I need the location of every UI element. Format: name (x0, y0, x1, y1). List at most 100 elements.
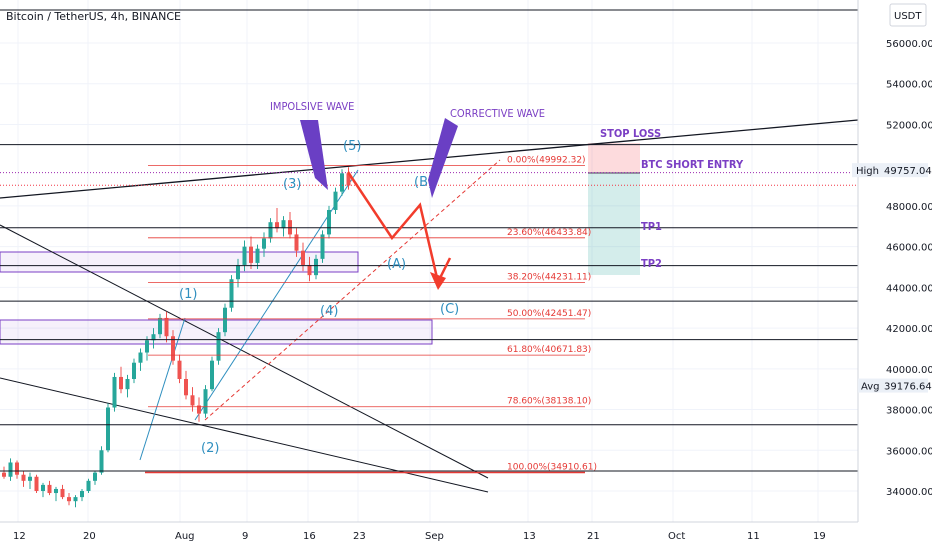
impulsive-wave-label: IMPOLSIVE WAVE (270, 100, 354, 113)
candle-body (281, 220, 286, 229)
candle-body (54, 488, 58, 494)
time-tick-label: 11 (747, 531, 760, 542)
price-axis-bg (858, 0, 932, 550)
chart-title: Bitcoin / TetherUS, 4h, BINANCE (6, 10, 181, 23)
fib-label: 50.00%(42451.47) (507, 309, 591, 319)
stop-loss-label: STOP LOSS (600, 127, 661, 140)
candle-body (346, 173, 351, 186)
candle-body (158, 317, 162, 335)
candle-body (255, 248, 260, 263)
wave-label: (B) (414, 175, 433, 190)
candle-body (112, 376, 117, 408)
descending-trendline-1 (0, 224, 489, 479)
take-profit-zone (588, 173, 640, 275)
tp1-label: TP1 (641, 220, 662, 233)
currency-badge: USDT (894, 11, 922, 22)
time-axis: 12 20 Aug 9 16 23 Sep 13 21 Oct 11 19 (0, 521, 858, 542)
candle-body (151, 334, 156, 341)
fib-label: 23.60%(46433.84) (507, 228, 591, 238)
candle-body (223, 307, 227, 333)
candle-body (262, 238, 266, 249)
impulse-arrow-1 (300, 120, 328, 190)
grid (0, 0, 858, 522)
candle-body (67, 497, 71, 502)
avg-badge (858, 378, 928, 393)
fib-levels: 0.00%(49992.32) 23.60%(46433.84) 38.20%(44… (145, 155, 597, 474)
fib-label: 78.60%(38138.10) (507, 397, 591, 407)
time-tick-label: 21 (587, 531, 600, 542)
price-tick-label: 36000.00 (886, 446, 932, 457)
wave-label: (5) (343, 139, 361, 154)
candle-body (106, 407, 110, 451)
candles (2, 167, 351, 508)
wave-label: (2) (201, 441, 219, 456)
candle-body (99, 450, 104, 473)
time-tick-label: Oct (668, 531, 685, 542)
wave-label: (3) (283, 177, 301, 192)
annotations: (1) (2) (3) (4) (5) (A) (B) (C) IMPOLSIVE WAVE CO… (179, 100, 744, 456)
time-tick-label: Aug (175, 531, 195, 542)
candle-body (125, 379, 130, 390)
time-tick-label: 16 (303, 531, 316, 542)
time-tick-label: 12 (13, 531, 26, 542)
candle-body (132, 362, 136, 379)
candle-body (28, 476, 32, 481)
wave-label: (4) (320, 304, 338, 319)
candle-body (229, 279, 234, 308)
wave-label: (A) (387, 257, 406, 272)
candle-body (307, 264, 312, 276)
time-tick-label: Sep (425, 531, 444, 542)
candle-body (164, 317, 169, 337)
price-tick-label: 44000.00 (886, 283, 932, 294)
time-tick-label: 13 (523, 531, 536, 542)
price-tick-label: 46000.00 (886, 243, 932, 254)
currency-badge-box[interactable] (889, 3, 927, 27)
time-tick-label: 23 (353, 531, 366, 542)
price-tick-label: 42000.00 (886, 324, 932, 335)
fib-label: 100.00%(34910.61) (507, 462, 597, 472)
fib-label: 61.80%(40671.83) (507, 345, 591, 355)
candle-body (15, 462, 19, 475)
candle-body (73, 497, 78, 502)
demand-zone-upper (0, 251, 359, 273)
corrective-wave-label: CORRECTIVE WAVE (450, 107, 545, 120)
high-value: 49757.04 (884, 166, 932, 177)
candle-body (294, 234, 299, 251)
candle-body (216, 332, 221, 361)
wave-line-1 (139, 317, 186, 461)
candle-body (301, 250, 305, 265)
candle-body (340, 173, 344, 192)
time-tick-label: 19 (813, 531, 826, 542)
candle-body (93, 472, 97, 481)
candle-body (333, 191, 338, 210)
price-tick-label: 34000.00 (886, 487, 932, 498)
descending-trendline-2 (0, 377, 489, 493)
candle-body (21, 474, 26, 481)
price-tick-label: 52000.00 (886, 120, 932, 131)
avg-value: 39176.64 (884, 382, 932, 393)
price-tick-label: 38000.00 (886, 406, 932, 417)
projected-path (346, 171, 452, 286)
resistance-trendline (0, 119, 859, 199)
candle-body (327, 209, 331, 235)
candle-body (190, 395, 195, 406)
candle-body (314, 258, 318, 276)
candle-body (171, 336, 175, 361)
candle-body (236, 264, 240, 280)
fib-label: 38.20%(44231.11) (507, 273, 591, 283)
candle-body (2, 472, 6, 477)
candle-body (8, 462, 13, 477)
price-axis: 56000.00 54000.00 52000.00 48000.00 46000.00… (852, 0, 932, 550)
candle-body (210, 360, 214, 390)
impulse-arrow-2 (428, 118, 458, 198)
candle-body (119, 376, 123, 390)
tp2-label: TP2 (641, 257, 662, 270)
wave-label: (1) (179, 287, 197, 302)
candle-body (47, 484, 52, 494)
candle-body (275, 222, 279, 229)
price-tick-label: 40000.00 (886, 365, 932, 376)
candle-body (320, 234, 325, 259)
fib-trend-dashed (204, 159, 501, 421)
candle-body (197, 405, 201, 414)
